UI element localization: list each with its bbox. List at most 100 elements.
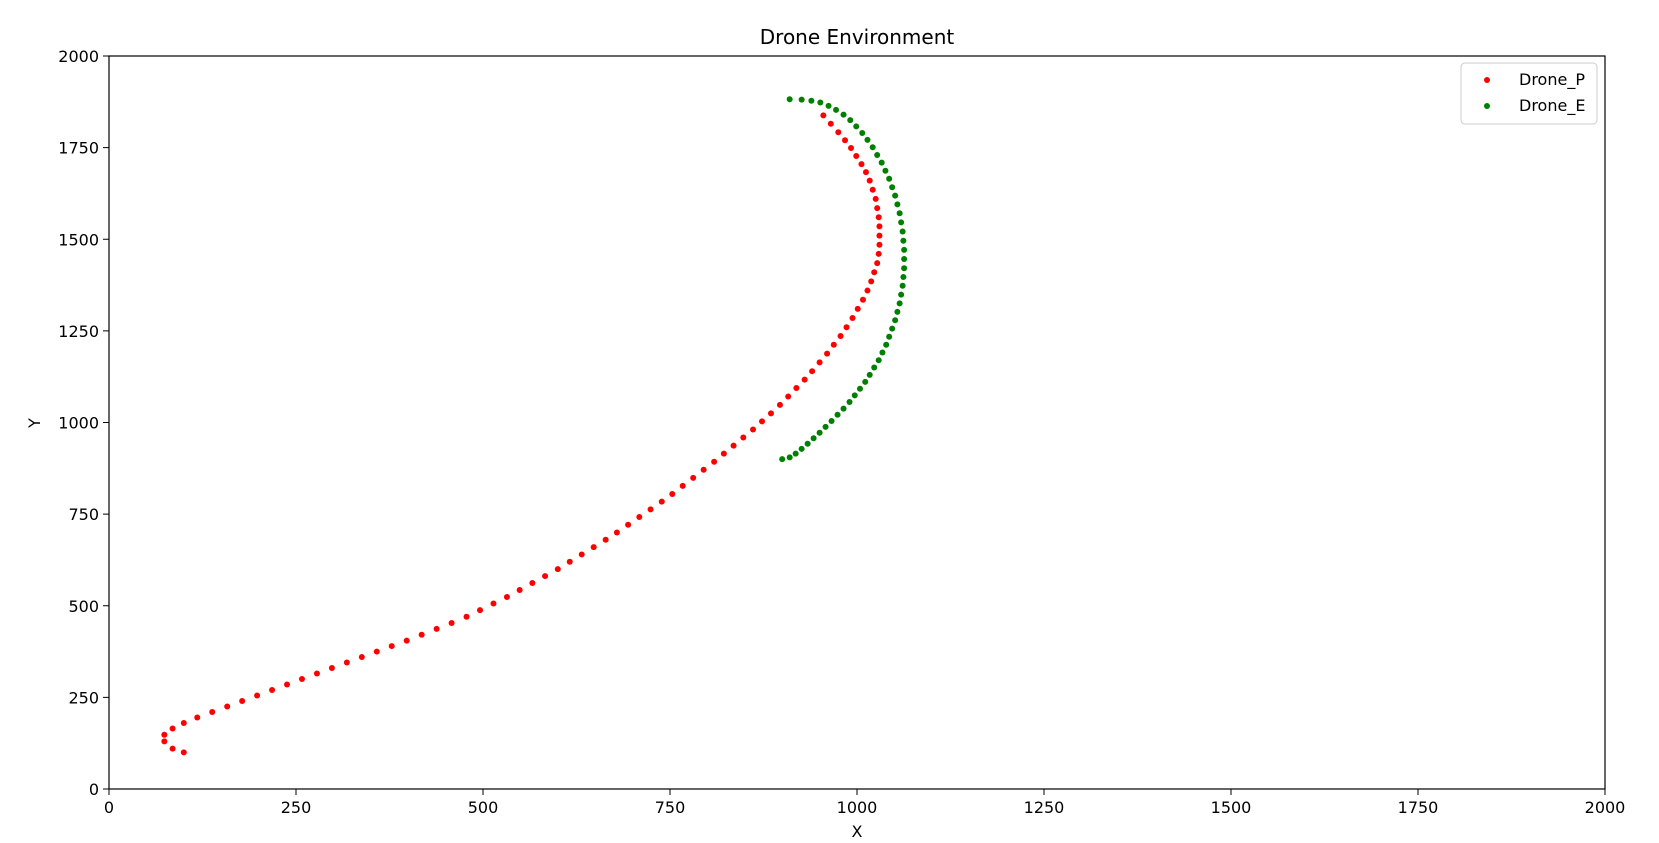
data-point <box>463 613 470 620</box>
legend-marker <box>1484 103 1490 109</box>
data-point <box>343 659 350 666</box>
data-point <box>899 282 906 289</box>
data-point <box>856 385 863 392</box>
data-point <box>862 378 869 385</box>
data-point <box>874 151 881 158</box>
data-point <box>875 250 882 257</box>
data-point <box>720 450 727 457</box>
data-point <box>792 450 799 457</box>
data-point <box>590 544 597 551</box>
x-tick-label: 1000 <box>837 798 878 817</box>
data-point <box>889 184 896 191</box>
data-point <box>779 456 786 463</box>
data-point <box>490 600 497 607</box>
y-tick-label: 500 <box>68 597 99 616</box>
data-point <box>798 96 805 103</box>
y-tick-label: 750 <box>68 505 99 524</box>
x-tick-label: 2000 <box>1585 798 1626 817</box>
data-point <box>874 205 881 212</box>
data-point <box>894 308 901 315</box>
plot-area-frame <box>108 55 1606 790</box>
data-point <box>224 703 231 710</box>
data-point <box>901 256 908 263</box>
data-point <box>875 214 882 221</box>
data-point <box>448 619 455 626</box>
data-point <box>711 458 718 465</box>
y-tick-label: 250 <box>68 688 99 707</box>
x-axis-label: X <box>852 822 863 841</box>
data-point <box>433 625 440 632</box>
y-axis-ticks: 0 250 500 750 1000 1250 1500 1750 2000 <box>58 47 109 799</box>
y-tick-label: 1500 <box>58 230 99 249</box>
data-point <box>901 246 908 253</box>
data-point <box>858 161 865 168</box>
data-point <box>477 607 484 614</box>
data-point <box>820 112 827 119</box>
data-point <box>875 357 882 364</box>
data-point <box>825 102 832 109</box>
data-point <box>529 580 536 587</box>
y-tick-label: 1000 <box>58 414 99 433</box>
data-point <box>658 498 665 505</box>
data-point <box>866 371 873 378</box>
data-point <box>801 376 808 383</box>
data-point <box>896 210 903 217</box>
data-point <box>871 364 878 371</box>
data-point <box>809 368 816 375</box>
data-point <box>822 423 829 430</box>
data-point <box>602 536 609 543</box>
data-points <box>161 96 908 756</box>
data-point <box>798 445 805 452</box>
data-point <box>864 287 871 294</box>
data-point <box>830 341 837 348</box>
data-point <box>848 144 855 151</box>
data-point <box>313 670 320 677</box>
y-axis-label: Y <box>25 418 44 429</box>
data-point <box>679 482 686 489</box>
data-point <box>284 681 291 688</box>
data-point <box>690 474 697 481</box>
data-point <box>403 637 410 644</box>
data-point <box>834 411 841 418</box>
y-tick-label: 1750 <box>58 139 99 158</box>
data-point <box>418 631 425 638</box>
data-point <box>886 333 893 340</box>
data-point <box>566 558 573 565</box>
data-point <box>503 593 510 600</box>
y-tick-label: 1250 <box>58 322 99 341</box>
data-point <box>843 324 850 331</box>
data-point <box>901 265 908 272</box>
y-tick-label: 2000 <box>58 47 99 66</box>
data-point <box>776 401 783 408</box>
data-point <box>169 745 176 752</box>
data-point <box>625 521 632 528</box>
data-point <box>842 137 849 144</box>
data-point <box>161 738 168 745</box>
x-tick-label: 1250 <box>1024 798 1065 817</box>
data-point <box>730 442 737 449</box>
data-point <box>254 692 261 699</box>
data-point <box>876 241 883 248</box>
data-point <box>636 514 643 521</box>
data-point <box>786 96 793 103</box>
data-point <box>889 325 896 332</box>
data-point <box>786 454 793 461</box>
data-point <box>759 418 766 425</box>
data-point <box>828 418 835 425</box>
data-point <box>837 333 844 340</box>
data-point <box>866 177 873 184</box>
data-point <box>853 153 860 160</box>
legend: Drone_P Drone_E <box>1460 62 1598 125</box>
data-point <box>833 106 840 113</box>
data-point <box>827 120 834 127</box>
data-point <box>892 192 899 199</box>
data-point <box>817 99 824 106</box>
data-point <box>862 169 869 176</box>
data-point <box>869 144 876 151</box>
data-point <box>180 749 187 756</box>
data-point <box>358 654 365 661</box>
x-tick-label: 750 <box>655 798 686 817</box>
data-point <box>669 490 676 497</box>
data-point <box>750 426 757 433</box>
